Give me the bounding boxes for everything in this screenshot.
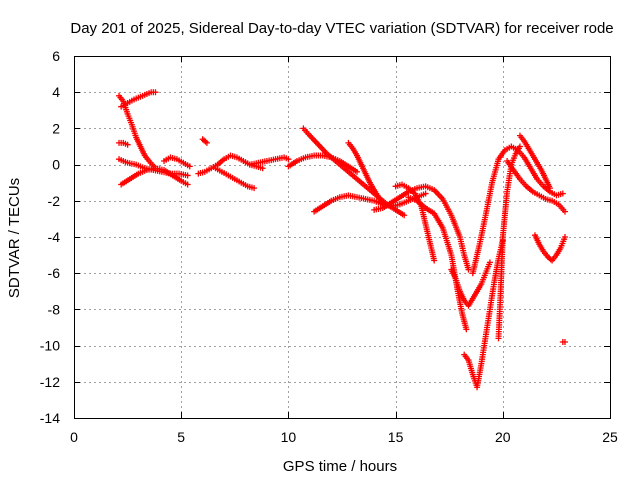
series-arc-4 bbox=[118, 165, 191, 188]
x-tick-label: 0 bbox=[70, 429, 78, 445]
series-arc-25 bbox=[559, 338, 568, 345]
data-point bbox=[431, 257, 438, 264]
data-point bbox=[152, 89, 159, 96]
series-arc-13 bbox=[311, 190, 429, 215]
series-arc-15 bbox=[371, 183, 472, 273]
data-point bbox=[559, 190, 566, 197]
y-tick-label: 2 bbox=[52, 120, 60, 136]
data-point bbox=[401, 212, 408, 219]
chart-title: Day 201 of 2025, Sidereal Day-to-day VTE… bbox=[70, 20, 613, 37]
x-tick-label: 5 bbox=[177, 429, 185, 445]
y-tick-label: -8 bbox=[48, 301, 61, 317]
data-point bbox=[463, 326, 470, 333]
series-arc-17 bbox=[405, 194, 470, 333]
series-arc-14 bbox=[345, 139, 386, 208]
series-arc-24 bbox=[531, 232, 568, 264]
data-point bbox=[486, 259, 493, 266]
y-tick-label: 4 bbox=[52, 84, 60, 100]
data-point bbox=[251, 185, 258, 192]
data-point bbox=[465, 266, 472, 273]
series-arc-19 bbox=[461, 237, 506, 391]
x-tick-label: 25 bbox=[602, 429, 618, 445]
x-axis-label: GPS time / hours bbox=[283, 458, 397, 475]
series-arc-22 bbox=[504, 157, 568, 215]
x-tick-label: 20 bbox=[495, 429, 511, 445]
series-arc-23 bbox=[516, 132, 553, 192]
data-point bbox=[186, 163, 193, 170]
y-tick-label: 6 bbox=[52, 48, 60, 64]
data-point bbox=[203, 139, 210, 146]
y-tick-label: -10 bbox=[40, 338, 60, 354]
data-point bbox=[259, 165, 266, 172]
y-tick-label: -6 bbox=[48, 265, 61, 281]
y-tick-label: -14 bbox=[40, 410, 60, 426]
series-arc-5 bbox=[116, 139, 131, 148]
series-arc-16 bbox=[392, 181, 438, 264]
series-arc-21 bbox=[495, 143, 523, 342]
data-point bbox=[546, 185, 553, 192]
data-point bbox=[285, 156, 292, 163]
data-point bbox=[124, 141, 131, 148]
series-arc-6 bbox=[161, 154, 193, 170]
y-tick-label: -2 bbox=[48, 193, 61, 209]
y-axis-label: SDTVAR / TECUs bbox=[6, 178, 23, 298]
y-tick-label: 0 bbox=[52, 157, 60, 173]
marks-layer bbox=[116, 89, 568, 391]
series-arc-7 bbox=[199, 136, 210, 146]
x-tick-label: 15 bbox=[388, 429, 404, 445]
series-arc-10 bbox=[246, 154, 292, 168]
series-arc-18 bbox=[448, 259, 493, 309]
data-point bbox=[561, 234, 568, 240]
series-arc-9 bbox=[212, 165, 258, 192]
data-point bbox=[184, 181, 191, 188]
data-point bbox=[354, 168, 361, 175]
data-point bbox=[561, 208, 568, 215]
series-arc-8 bbox=[195, 152, 266, 177]
data-point bbox=[561, 338, 568, 345]
data-point bbox=[516, 143, 523, 150]
series-arc-20 bbox=[469, 143, 566, 277]
data-point bbox=[422, 190, 429, 197]
y-tick-label: -4 bbox=[48, 229, 61, 245]
x-tick-label: 10 bbox=[281, 429, 297, 445]
grid-layer bbox=[74, 56, 610, 418]
y-tick-label: -12 bbox=[40, 374, 60, 390]
data-point bbox=[184, 172, 191, 179]
series-arc-2 bbox=[116, 92, 159, 172]
